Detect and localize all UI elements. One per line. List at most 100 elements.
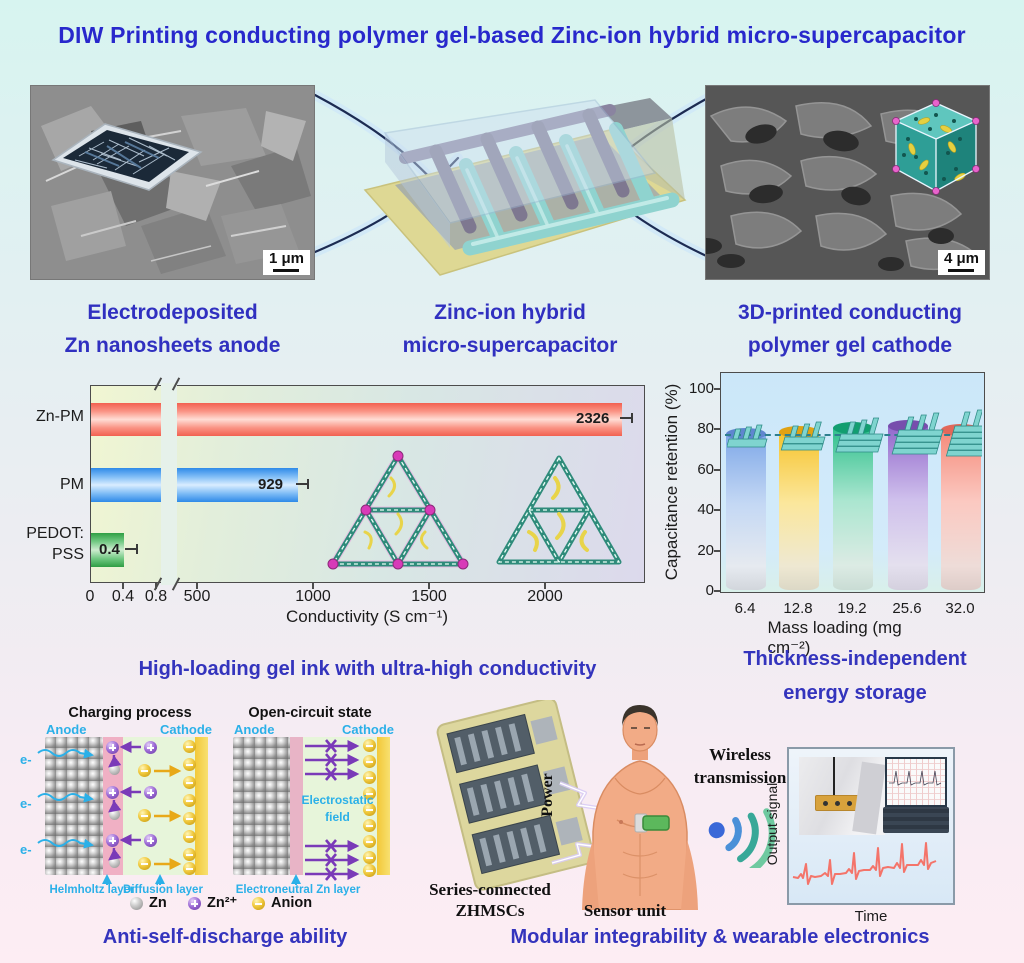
anion-legend-label: Anion (271, 895, 313, 911)
anion (183, 812, 196, 825)
x-tick: 6.4 (734, 600, 756, 617)
microsupercapacitor-3d-illustration (363, 98, 687, 276)
printed-layer-icons (727, 409, 982, 457)
zn2-legend-icon (188, 897, 201, 910)
zn2-ion (106, 834, 119, 847)
anion (183, 848, 196, 861)
cathode-label-2: Cathode (342, 722, 394, 737)
axis-break (161, 383, 177, 585)
zn2-ion (106, 786, 119, 799)
time-xlabel: Time (854, 908, 888, 925)
electron-label: e- (20, 796, 32, 811)
zn-atom (109, 857, 120, 868)
caption-retention-line1: Thickness-independent (743, 648, 967, 670)
y-tick: 60 (697, 461, 714, 478)
caption-modular-wearable: Modular integrability & wearable electro… (510, 926, 930, 948)
electron-label: e- (20, 842, 32, 857)
diffusion-layer-label: Diffusion layer (123, 884, 203, 896)
znpm-bar-seg1 (91, 403, 161, 436)
x-tick: 0 (85, 588, 95, 605)
scale-bar-right: 4 μm (937, 249, 985, 275)
electroneutral-band (290, 737, 303, 875)
anion (183, 862, 196, 875)
x-tick: 1000 (295, 588, 331, 605)
pm-bar-seg1 (91, 468, 161, 502)
y-tick: 20 (697, 542, 714, 559)
znpm-value-label: 2326 (576, 410, 610, 427)
zn-anode-spheres-1 (45, 737, 103, 875)
gel-network-crosslinked-illustration (327, 450, 469, 570)
caption-anti-self-discharge: Anti-self-discharge ability (102, 926, 348, 948)
conductivity-chart: 2326 929 0.4 (90, 377, 645, 591)
scale-bar-left: 1 μm (262, 249, 310, 275)
y-tick: 80 (697, 420, 714, 437)
y-tick: 40 (697, 501, 714, 518)
helmholtz-layer-label: Helmholtz layer (49, 884, 135, 896)
x-tick: 2000 (527, 588, 563, 605)
caption-anode: Electrodeposited Zn nanosheets anode (64, 301, 281, 357)
anion (363, 835, 376, 848)
laptop-photo (883, 757, 949, 835)
retention-chart (720, 372, 985, 593)
anion-moving (138, 764, 151, 777)
y-tick: 0 (705, 582, 714, 599)
output-signal-ylabel: Output signal (764, 782, 780, 866)
wireless-signal-icon (708, 808, 776, 868)
anion (183, 740, 196, 753)
page-title: DIW Printing conducting polymer gel-base… (58, 22, 966, 48)
cat-pedot-line2: PSS (51, 546, 84, 563)
anion (183, 758, 196, 771)
retention-bar-1 (726, 428, 766, 590)
x-tick: 32.0 (945, 600, 975, 617)
output-signal-panel (787, 747, 955, 905)
zn2-ion-moving (144, 741, 157, 754)
znpm-bar-seg2 (177, 403, 622, 436)
y-tick: 100 (688, 380, 714, 397)
zn-atom (109, 809, 120, 820)
anion (363, 787, 376, 800)
anion (183, 830, 196, 843)
zn-anode-inset-illustration (51, 123, 203, 191)
anion (363, 755, 376, 768)
pedot-error-bar (125, 544, 138, 554)
cat-pm: PM (60, 476, 84, 493)
pm-error-bar (296, 479, 309, 489)
wireless-label-line1: Wireless (709, 745, 771, 764)
zn2-ion-moving (144, 834, 157, 847)
x-tick: 0.8 (144, 588, 168, 605)
anion-legend-icon (252, 897, 265, 910)
sem-image-polymer-gel: 4 μm (705, 85, 990, 280)
zhmscs-label-line2: ZHMSCs (455, 901, 525, 920)
person-illustration (582, 705, 698, 910)
zhmscs-label-line1: Series-connected (429, 880, 551, 899)
ecg-trace (792, 842, 937, 885)
panel2-title: Open-circuit state (248, 705, 372, 721)
zn-anode-spheres-2 (233, 737, 290, 875)
electroneutral-layer-label: Electroneutral Zn layer (235, 884, 361, 896)
anion (363, 819, 376, 832)
series-connected-zhmscs-illustration (436, 700, 595, 891)
device-on-coat (815, 795, 859, 811)
anion (363, 864, 376, 877)
anion (183, 776, 196, 789)
anode-label-2: Anode (234, 722, 275, 737)
pedot-value-label: 0.4 (99, 541, 120, 558)
retention-ylabel: Capacitance retention (%) (662, 383, 681, 581)
x-tick: 500 (183, 588, 211, 605)
discharge-arrows-overlay (37, 739, 360, 885)
wireless-label-line2: transmission (693, 768, 787, 787)
sem-image-zn-nanosheets: 1 μm (30, 85, 315, 280)
caption-cathode: 3D-printed conducting polymer gel cathode (738, 301, 962, 357)
x-tick: 25.6 (892, 600, 922, 617)
cat-pedot-line1: PEDOT: (26, 525, 84, 542)
cathode-band-1 (195, 737, 208, 875)
caption-conductivity: High-loading gel ink with ultra-high con… (138, 658, 597, 680)
zn2-ion-moving (144, 786, 157, 799)
wearer-photo (799, 757, 886, 835)
cathode-label-1: Cathode (160, 722, 212, 737)
zn2-ion (106, 741, 119, 754)
pedot-bar (91, 533, 124, 567)
x-tick: 19.2 (837, 600, 867, 617)
sensor-unit-label: Sensor unit (583, 901, 667, 920)
